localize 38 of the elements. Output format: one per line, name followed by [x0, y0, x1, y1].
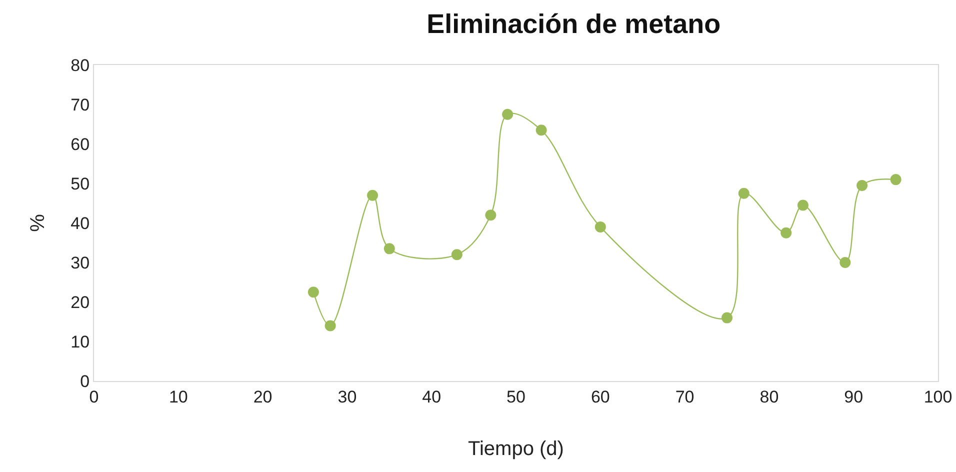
point: [367, 190, 378, 201]
point: [485, 210, 496, 221]
y-tick-label: 60: [70, 134, 90, 154]
point: [738, 188, 750, 199]
y-tick-label: 40: [70, 214, 90, 233]
y-tick-label: 10: [70, 332, 90, 352]
point: [308, 286, 319, 298]
x-tick-label: 40: [422, 387, 442, 406]
y-tick-label: 50: [70, 174, 90, 194]
x-tick-label: 70: [675, 387, 694, 406]
y-tick-label: 20: [70, 292, 90, 312]
x-tick-label: 80: [760, 387, 779, 406]
point: [324, 320, 336, 332]
x-tick-label: 90: [844, 387, 864, 406]
x-axis-title: Tiempo (d): [468, 438, 564, 460]
point: [840, 257, 851, 268]
y-tick-label: 70: [70, 95, 90, 114]
y-axis-title: %: [27, 214, 50, 232]
point: [722, 312, 732, 324]
point: [384, 243, 395, 254]
x-tick-label: 20: [253, 387, 272, 406]
point: [797, 200, 808, 211]
point: [780, 227, 792, 238]
y-tick-label: 0: [80, 372, 90, 391]
point: [594, 221, 606, 232]
x-tick-label: 60: [590, 387, 610, 406]
x-tick-label: 100: [924, 387, 952, 406]
y-tick-label: 80: [70, 56, 90, 75]
point: [451, 249, 462, 260]
x-tick-label: 50: [506, 387, 526, 406]
y-tick-label: 30: [70, 253, 90, 272]
x-tick-label: 30: [338, 387, 357, 406]
x-tick-label: 10: [168, 387, 188, 406]
point: [536, 124, 547, 136]
point: [502, 108, 514, 120]
point: [890, 174, 902, 186]
chart-title: Eliminación de metano: [426, 9, 721, 40]
point: [856, 180, 868, 191]
